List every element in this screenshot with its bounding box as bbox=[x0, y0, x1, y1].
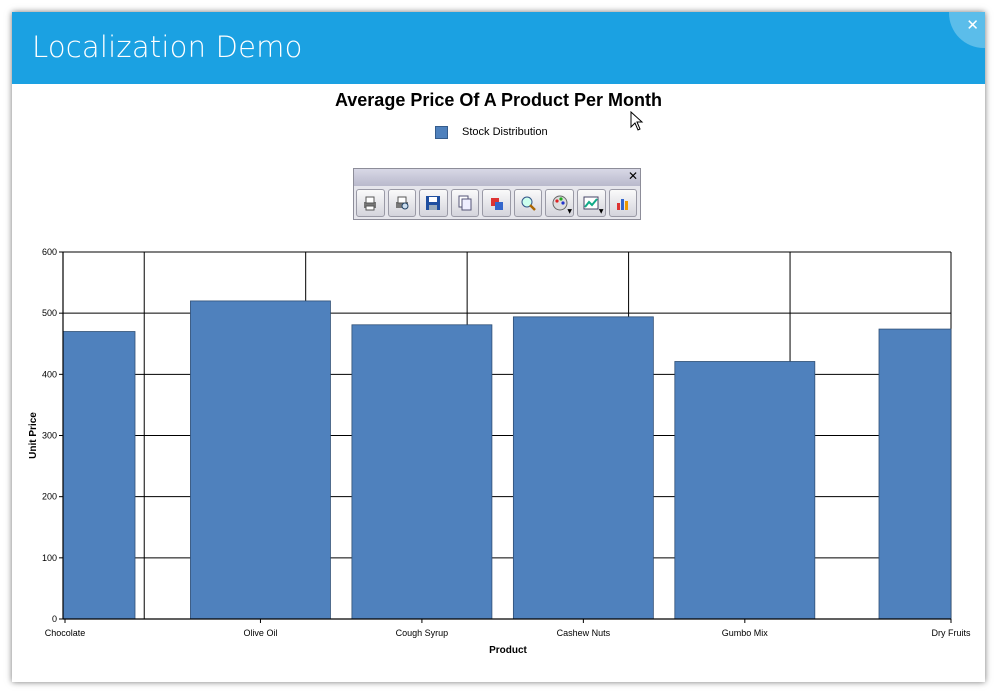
y-axis-label: Unit Price bbox=[28, 412, 39, 459]
y-tick-label: 100 bbox=[42, 553, 57, 563]
zoom-button[interactable] bbox=[513, 189, 543, 217]
chart-style-icon bbox=[583, 196, 599, 210]
print-preview-button[interactable] bbox=[387, 189, 417, 217]
x-tick-label: Gumbo Mix bbox=[722, 628, 769, 638]
save-button[interactable] bbox=[419, 189, 448, 217]
legend-label: Stock Distribution bbox=[462, 126, 548, 138]
x-tick-label: Olive Oil bbox=[243, 628, 277, 638]
y-tick-label: 600 bbox=[42, 247, 57, 257]
x-tick-label: Dry Fruits bbox=[932, 628, 971, 638]
copy-button[interactable] bbox=[450, 189, 480, 217]
toolbar-buttons: ▼ ▼ bbox=[354, 186, 640, 217]
x-tick-label: Chocolate bbox=[45, 628, 86, 638]
save-icon bbox=[426, 196, 441, 210]
palette-icon bbox=[552, 195, 568, 211]
mouse-cursor-icon bbox=[630, 111, 644, 131]
y-tick-label: 200 bbox=[42, 492, 57, 502]
toolbar-header[interactable]: ✕ bbox=[354, 169, 640, 186]
bar bbox=[878, 328, 952, 620]
chart-title: Average Price Of A Product Per Month bbox=[334, 90, 663, 110]
chart-toolbar: ✕ ▼ ▼ bbox=[353, 168, 641, 220]
zoom-icon bbox=[521, 196, 536, 211]
bar bbox=[190, 300, 331, 620]
print-preview-icon bbox=[395, 196, 409, 210]
y-tick-label: 300 bbox=[42, 431, 57, 441]
print-button[interactable] bbox=[356, 189, 385, 217]
y-tick-label: 0 bbox=[52, 614, 57, 624]
chart-wizard-icon bbox=[616, 199, 628, 210]
bar bbox=[351, 324, 493, 620]
palette-button[interactable]: ▼ bbox=[545, 189, 574, 217]
chart-area: 0 100 200 300 400 500 600 Chocolate Olive Oil Cou… bbox=[28, 247, 971, 656]
bar bbox=[62, 331, 136, 620]
dropdown-caret-icon[interactable]: ▼ bbox=[567, 208, 572, 215]
x-tick-label: Cashew Nuts bbox=[557, 628, 611, 638]
bar bbox=[512, 316, 654, 620]
chart-style-button[interactable]: ▼ bbox=[576, 189, 606, 217]
toolbar-close-icon[interactable]: ✕ bbox=[627, 169, 638, 183]
chart-wizard-button[interactable] bbox=[608, 189, 638, 217]
dropdown-caret-icon[interactable]: ▼ bbox=[598, 208, 604, 215]
close-icon[interactable]: ✕ bbox=[966, 16, 979, 34]
x-axis-label: Product bbox=[489, 645, 527, 656]
y-tick-label: 400 bbox=[42, 369, 57, 379]
legend: Stock Distribution bbox=[435, 124, 548, 140]
chart-window: Localization Demo ✕ Average Price Of A P… bbox=[12, 12, 985, 682]
y-tick-label: 500 bbox=[42, 308, 57, 318]
chart-type-icon bbox=[490, 198, 503, 210]
window-title: Localization Demo bbox=[32, 30, 303, 64]
title-bar: Localization Demo ✕ bbox=[12, 12, 985, 84]
x-tick-label: Cough Syrup bbox=[396, 628, 449, 638]
legend-swatch bbox=[435, 125, 448, 139]
copy-icon bbox=[458, 195, 472, 211]
bar bbox=[674, 361, 816, 620]
chart-type-button[interactable] bbox=[482, 189, 511, 217]
print-icon bbox=[364, 196, 377, 211]
